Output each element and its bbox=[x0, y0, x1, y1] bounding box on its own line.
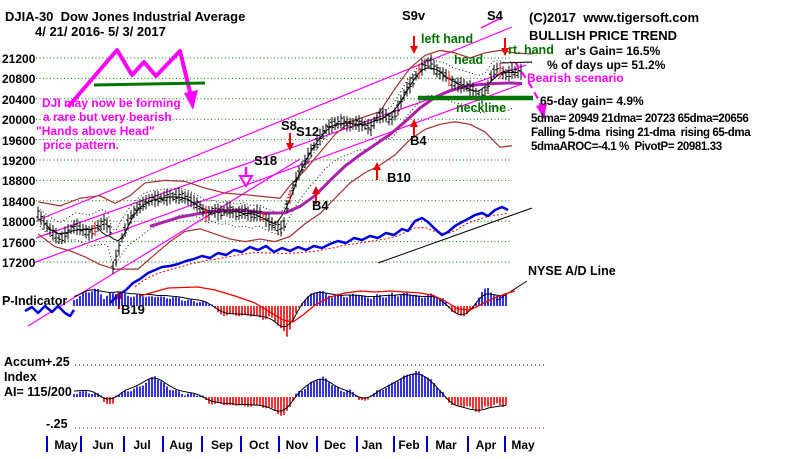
y-axis-tick-label: 19600 bbox=[2, 133, 36, 148]
nyse-ad-line-label: NYSE A/D Line bbox=[528, 264, 616, 278]
note-line-4: price pattern. bbox=[43, 138, 120, 152]
years-gain-stat: ar's Gain= 16.5% bbox=[565, 44, 661, 58]
note-line-1: DJI may now be forming bbox=[42, 96, 181, 110]
upper-dotted-band bbox=[39, 57, 533, 231]
signal-b10: B10 bbox=[387, 170, 411, 185]
red-down-arrowhead bbox=[286, 143, 294, 151]
hands-above-head-sketch bbox=[66, 48, 193, 109]
y-axis-tick-label: 20400 bbox=[2, 92, 36, 107]
x-axis-month-label: Dec bbox=[323, 438, 347, 452]
signal-s9v: S9v bbox=[402, 8, 426, 23]
y-axis-tick-label: 21200 bbox=[2, 52, 36, 66]
pointer-line bbox=[495, 280, 528, 302]
x-axis-month-label: May bbox=[54, 438, 78, 452]
accum-label: Accum bbox=[4, 355, 46, 369]
page-title: DJIA-30 Dow Jones Industrial Average bbox=[5, 9, 246, 24]
nyse-ad-line bbox=[109, 205, 509, 304]
left-hand: left hand bbox=[421, 32, 474, 46]
bearish-dashed-arrow bbox=[514, 61, 544, 110]
note-line-2: a rare but very bearish bbox=[43, 110, 172, 124]
accum-index-ma-line bbox=[73, 373, 507, 412]
signal-s12: S12 bbox=[296, 124, 320, 139]
x-axis-month-label: Sep bbox=[210, 438, 234, 452]
x-axis-month-label: Mar bbox=[435, 438, 457, 452]
x-axis-month-label: Aug bbox=[169, 438, 193, 452]
x-axis-month-label: Jan bbox=[361, 438, 383, 452]
minus-25-label: -.25 bbox=[46, 417, 68, 431]
dma-trends-stat: Falling 5-dma rising 21-dma rising 65-dm… bbox=[531, 127, 751, 139]
lower-maroon-band bbox=[37, 121, 513, 270]
signal-b4-second: B4 bbox=[410, 133, 427, 148]
x-axis-month-label: Oct bbox=[248, 438, 270, 452]
p-indicator-red-ma bbox=[139, 286, 516, 323]
bearish-arrowhead bbox=[536, 103, 547, 119]
y-axis-tick-label: 20800 bbox=[2, 72, 36, 87]
trend-status: BULLISH PRICE TREND bbox=[529, 28, 678, 43]
x-axis-month-label: May bbox=[511, 438, 535, 452]
magenta-trendline bbox=[27, 158, 301, 327]
ad-trendline bbox=[377, 207, 533, 264]
magenta-trendline bbox=[37, 26, 513, 221]
dma-values-stat: 5dma= 20949 21dma= 20723 65dma=20656 bbox=[531, 113, 749, 125]
y-axis-tick-label: 18800 bbox=[2, 174, 36, 189]
signal-s4: S4 bbox=[487, 8, 503, 23]
magenta-down-arrowhead bbox=[238, 175, 254, 188]
ai-ratio-label: AI= 115/200 bbox=[4, 385, 72, 399]
ma21-black-line bbox=[45, 67, 519, 242]
x-axis-month-label: Jul bbox=[133, 438, 151, 452]
neckline: neckline bbox=[456, 101, 507, 115]
x-axis-month-label: Jun bbox=[92, 438, 114, 452]
head: head bbox=[454, 53, 484, 67]
sketch-arrowhead bbox=[184, 90, 198, 110]
signal-b19: B19 bbox=[121, 302, 145, 317]
aroc-pivot-stat: 5dmaAROC=-4.1 % PivotP= 20981.33 bbox=[531, 141, 722, 153]
pointer-line bbox=[499, 61, 533, 64]
upper-maroon-band bbox=[37, 49, 538, 207]
y-axis-tick-label: 17600 bbox=[2, 235, 36, 250]
sketch-neckline bbox=[93, 81, 206, 87]
index-label: Index bbox=[4, 370, 37, 384]
red-down-arrowhead bbox=[501, 48, 509, 56]
days-up-stat: % of days up= 51.2% bbox=[547, 58, 666, 72]
x-axis-month-label: Nov bbox=[285, 438, 309, 452]
plus-25-label: +.25 bbox=[45, 355, 70, 369]
note-line-3: "Hands above Head" bbox=[36, 124, 155, 138]
x-axis-month-label: Apr bbox=[475, 438, 497, 452]
signal-s8: S8 bbox=[281, 118, 297, 133]
red-down-arrowhead bbox=[410, 46, 418, 54]
y-axis-tick-label: 18000 bbox=[2, 215, 36, 230]
y-axis-tick-label: 18400 bbox=[2, 194, 36, 209]
p-indicator-blue-line bbox=[24, 304, 76, 318]
bearish-scenario-note: Bearish scenario bbox=[527, 71, 624, 85]
x-axis-month-label: Feb bbox=[398, 438, 420, 452]
y-axis-tick-label: 19200 bbox=[2, 154, 36, 168]
gain-65day-stat: 65-day gain= 4.9% bbox=[540, 94, 644, 108]
signal-b4-first: B4 bbox=[312, 198, 329, 213]
red-up-arrowhead bbox=[312, 186, 320, 194]
signal-s18: S18 bbox=[254, 153, 278, 168]
p-indicator-label: P-Indicator bbox=[2, 294, 68, 308]
ad-red-dotted-ma bbox=[134, 212, 508, 287]
y-axis-tick-label: 17200 bbox=[2, 256, 36, 270]
magenta-segment bbox=[480, 17, 502, 29]
date-range: 4/ 21/ 2016- 5/ 3/ 2017 bbox=[35, 24, 166, 39]
y-axis-tick-label: 20000 bbox=[2, 113, 36, 128]
rt-hand: rt. hand bbox=[508, 43, 554, 57]
red-up-arrowhead bbox=[410, 119, 418, 127]
copyright-url: (C)2017 www.tigersoft.com bbox=[529, 10, 699, 25]
red-up-arrowhead bbox=[373, 162, 381, 170]
